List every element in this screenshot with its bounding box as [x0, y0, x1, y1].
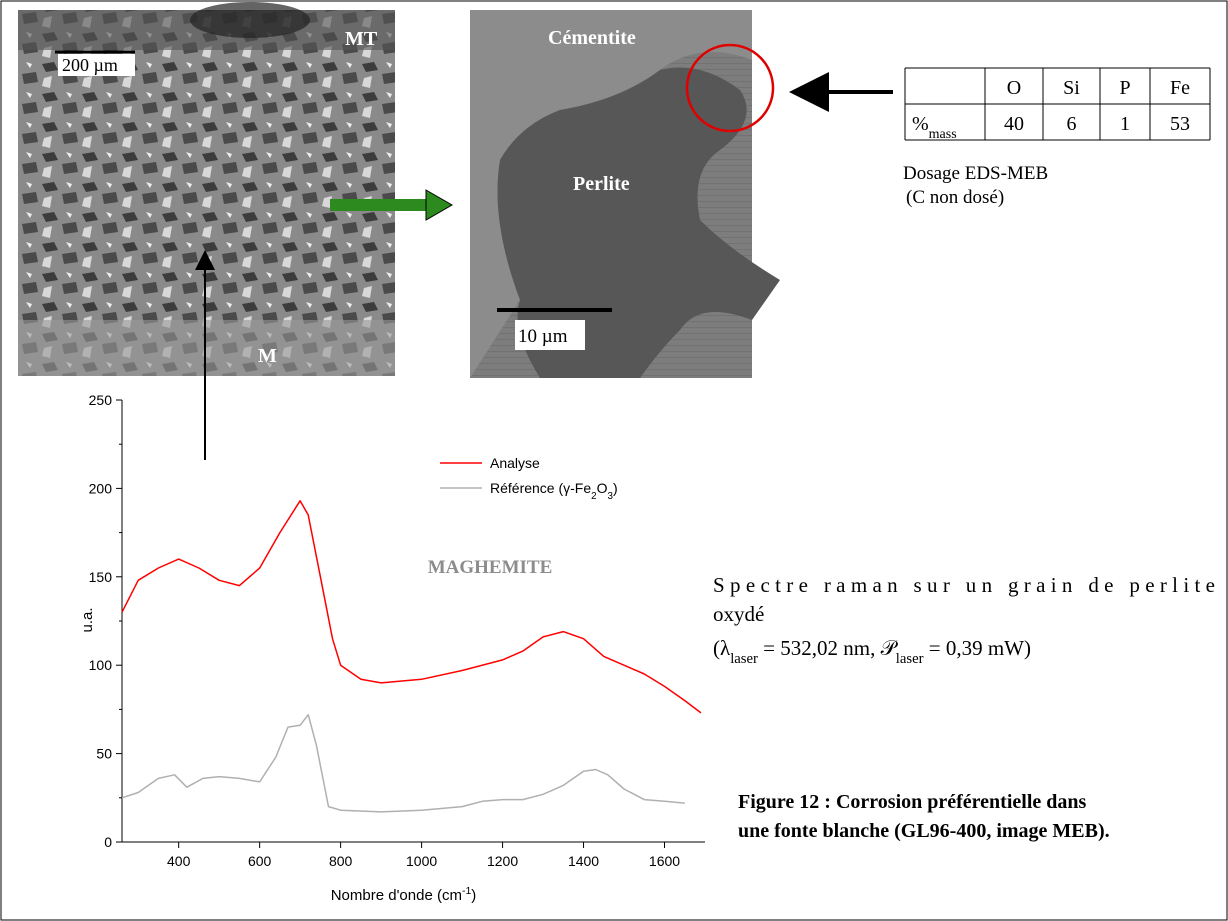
- table-header: P: [1119, 77, 1130, 99]
- table-header: Fe: [1170, 77, 1190, 99]
- y-tick-label: 200: [89, 480, 113, 496]
- figure-caption: Figure 12 : Corrosion préférentielle dan…: [738, 791, 1087, 813]
- text-run: %: [912, 113, 929, 135]
- table-cell: 6: [1067, 113, 1077, 135]
- image-label: M: [258, 345, 277, 367]
- scale-label: 10 µm: [518, 326, 568, 347]
- text-run: mass: [929, 127, 957, 142]
- series-line: [121, 500, 702, 714]
- table-cell: 40: [1004, 113, 1024, 135]
- sem-image-right: Cémentite Perlite 10 µm: [470, 10, 780, 378]
- spectre-caption: oxydé: [713, 602, 764, 626]
- table-header: Si: [1063, 77, 1080, 99]
- image-label: MT: [345, 28, 378, 50]
- y-tick-label: 100: [89, 657, 113, 673]
- eds-caption: Dosage EDS-MEB: [903, 163, 1048, 184]
- text-run: = 532,02 nm,: [758, 636, 881, 660]
- x-tick-label: 600: [248, 853, 272, 869]
- text-run: laser: [730, 651, 758, 667]
- spectre-caption: Spectre raman sur un grain de perlite: [713, 573, 1215, 597]
- x-tick-label: 1000: [406, 853, 437, 869]
- table-cell: 53: [1170, 113, 1190, 135]
- series-line: [121, 713, 685, 813]
- scale-label: 200 µm: [62, 55, 118, 75]
- table-cell: 1: [1120, 113, 1130, 135]
- table-header: O: [1007, 77, 1021, 99]
- x-tick-label: 1400: [568, 853, 599, 869]
- annotation: MAGHEMITE: [428, 557, 553, 578]
- y-tick-label: 250: [89, 392, 113, 408]
- legend-label: Analyse: [490, 455, 540, 471]
- sem-image-left: 200 µm MT M: [18, 2, 395, 376]
- x-tick-label: 1600: [649, 853, 680, 869]
- image-label: Cémentite: [548, 27, 636, 49]
- x-tick-label: 1200: [487, 853, 518, 869]
- text-run: (λ: [713, 636, 731, 660]
- legend-label: Référence (γ-Fe2O3): [490, 480, 618, 502]
- text-run: 𝒫: [881, 636, 899, 660]
- text-run: laser: [896, 651, 924, 667]
- x-axis-label: Nombre d'onde (cm-1): [331, 885, 477, 904]
- arrow-head: [425, 189, 454, 221]
- figure-caption: une fonte blanche (GL96-400, image MEB).: [738, 820, 1110, 842]
- eds-caption: (C non dosé): [906, 187, 1004, 208]
- y-tick-label: 150: [89, 569, 113, 585]
- y-tick-label: 50: [96, 746, 112, 762]
- chart: 0 50 100 150 200 250 400 600 800 1000 1200 1400 1600…: [79, 392, 705, 904]
- y-tick-label: 0: [104, 834, 112, 850]
- x-tick-label: 400: [167, 853, 191, 869]
- spectre-conditions: (λlaser = 532,02 nm, 𝒫laser = 0,39 mW): [713, 636, 1031, 667]
- y-axis-label: u.a.: [79, 607, 96, 632]
- table-row-label: %mass: [912, 113, 957, 142]
- text-run: = 0,39 mW): [924, 636, 1032, 660]
- image-label: Perlite: [573, 173, 630, 195]
- x-tick-label: 800: [329, 853, 353, 869]
